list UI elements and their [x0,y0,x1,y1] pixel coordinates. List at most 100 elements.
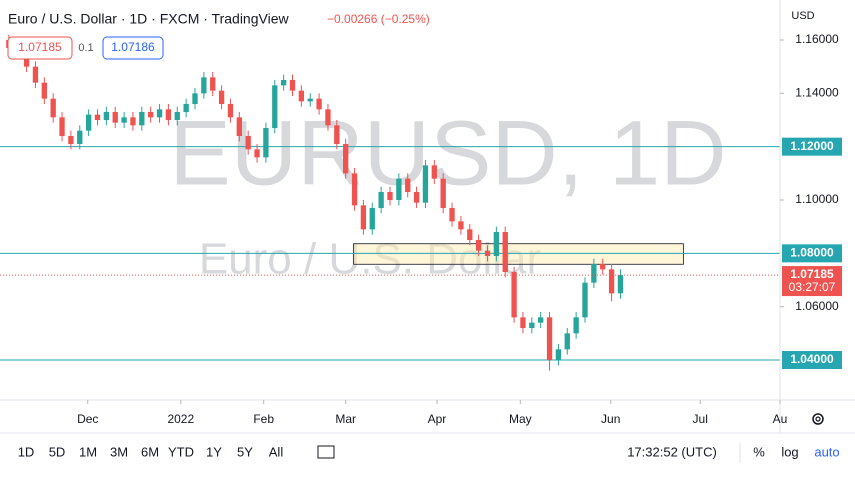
level-label-box [782,137,842,156]
candle-body [103,112,110,120]
sell-button[interactable] [7,36,73,60]
level-label: 1.08000 [790,246,834,260]
candle-body [538,317,544,323]
candle-body [582,282,588,318]
candle-body [546,317,553,360]
candle-body [591,264,597,283]
symbol-title: Euro / U.S. Dollar · 1D · FXCM · Trading… [8,11,289,27]
candle-body [201,77,207,94]
price-change: −0.00266 (−0.25%) [327,12,430,26]
candle-body [360,205,367,230]
x-tick-label: Au [773,412,788,426]
candle-body [484,250,491,256]
range-button[interactable]: YTD [168,444,194,459]
settings-icon[interactable] [812,413,824,425]
candle-body [431,165,437,179]
candle-body [94,114,101,120]
candle-body [351,173,358,206]
candle-body [325,109,331,126]
price-zone [353,243,684,265]
level-label: 1.12000 [790,139,834,153]
candle-body [334,125,340,144]
candle-body [413,192,420,203]
candle-body [210,77,216,91]
candle-body [387,192,393,200]
candle-body [475,240,482,251]
x-tick-label: May [509,412,532,426]
candle-body [68,136,74,144]
candle-body [245,136,251,150]
candle-body [130,117,136,126]
x-tick-label: Dec [77,412,98,426]
candle-body [183,104,189,112]
candle-body [511,272,517,318]
candle-body [564,333,570,350]
candle-body [298,90,305,102]
range-button[interactable]: 5Y [237,444,253,459]
range-button[interactable]: 6M [141,444,159,459]
candle-body [493,232,500,256]
candle-body [307,98,313,102]
countdown-label: 03:27:07 [789,280,836,294]
y-tick-label: 1.10000 [795,192,839,206]
range-button[interactable]: 1Y [206,444,222,459]
candle-body [254,149,260,158]
percent-toggle[interactable]: % [753,444,765,459]
level-label: 1.04000 [790,352,834,366]
candle-body [121,117,127,123]
currency-label[interactable]: USD [791,10,814,22]
candle-body [272,85,278,128]
y-tick-label: 1.06000 [795,299,839,313]
last-price-label: 1.07185 [790,267,834,281]
range-button[interactable]: 1D [18,444,35,459]
candle-body [139,112,145,126]
auto-toggle[interactable]: auto [814,444,839,459]
candle-body [608,269,615,294]
y-tick-label: 1.14000 [795,86,839,100]
candle-body [227,104,234,118]
candle-body [600,264,606,270]
spread: 0.1 [78,42,93,54]
candle-body [59,117,65,136]
buy-button[interactable] [102,36,164,60]
y-tick-label: 1.16000 [795,32,839,46]
candle-body [467,229,473,240]
date-range-icon[interactable] [317,445,335,459]
buy-price[interactable]: 1.07186 [111,40,155,54]
candle-body [263,128,269,158]
log-toggle[interactable]: log [781,444,798,459]
x-tick-label: Apr [428,412,447,426]
candle-body [32,66,39,83]
range-button[interactable]: 1M [79,444,97,459]
range-button[interactable]: All [269,444,284,459]
candle-body [316,98,322,110]
watermark-symbol: EURUSD, 1D [169,102,726,204]
sell-price[interactable]: 1.07185 [18,40,62,54]
candle-body [520,317,526,328]
candle-body [192,93,198,104]
range-button[interactable]: 5D [49,444,66,459]
candle-body [529,322,535,328]
candle-body [378,192,384,208]
candle-body [23,53,30,67]
candle-body [112,112,118,123]
x-tick-label: Feb [253,412,274,426]
candle-body [405,178,411,192]
candle-body [502,232,508,272]
level-label-box [782,244,842,263]
level-label-box [782,351,842,369]
candle-body [218,90,225,104]
candle-body [85,114,92,131]
candle-body [573,317,579,334]
candle-body [236,117,242,136]
candle-body [617,275,624,294]
candle-body [555,349,562,360]
x-tick-label: Jul [693,412,708,426]
candle-body [148,112,154,118]
clock: 17:32:52 (UTC) [627,444,717,459]
range-button[interactable]: 3M [110,444,128,459]
candle-body [440,178,446,208]
candle-body [280,80,287,86]
